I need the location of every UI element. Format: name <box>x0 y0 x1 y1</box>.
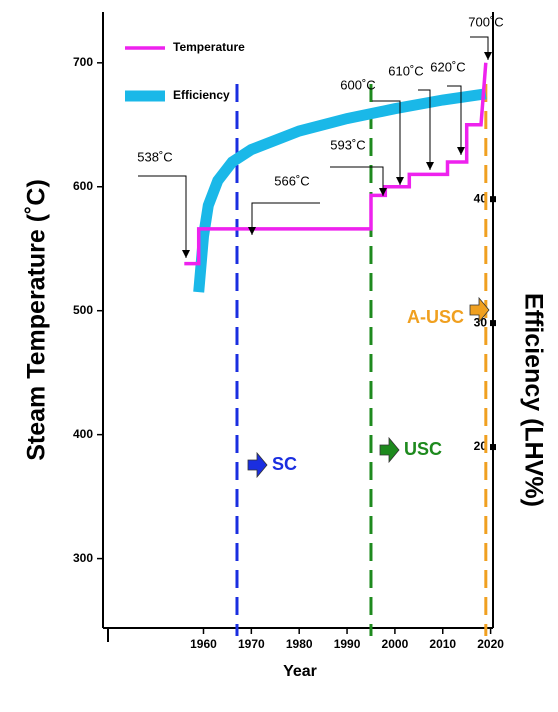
y2-tick <box>490 320 496 327</box>
x-tick-label: 1990 <box>334 637 361 651</box>
annotation: 600˚C <box>340 77 375 92</box>
y2-axis-label: Efficiency (LHV%) <box>519 293 547 507</box>
arrow-head <box>457 147 465 155</box>
annotation: 620˚C <box>430 59 465 74</box>
y-tick-label: 400 <box>73 427 93 441</box>
arrow-head <box>379 188 387 196</box>
callout-arrow <box>138 175 187 258</box>
y-tick-label: 300 <box>73 551 93 565</box>
era-arrow <box>469 296 490 324</box>
x-tick-label: 2000 <box>382 637 409 651</box>
legend-label: Temperature <box>173 40 245 54</box>
series-line <box>184 62 488 266</box>
x-axis-label: Year <box>283 663 317 680</box>
arrow-head <box>426 162 434 170</box>
y-tick-label: 700 <box>73 55 93 69</box>
arrow-head <box>182 250 190 258</box>
era-label: USC <box>404 439 442 459</box>
annotation: 610˚C <box>388 63 423 78</box>
annotation: 593˚C <box>330 137 365 152</box>
arrow-head <box>248 227 256 235</box>
annotation: 538˚C <box>137 149 172 164</box>
x-tick-label: 1960 <box>190 637 217 651</box>
arrow-head <box>396 177 404 185</box>
y2-tick-label: 30 <box>474 315 488 329</box>
series-line <box>193 88 487 293</box>
callout-arrow <box>330 166 384 196</box>
y-tick-label: 500 <box>73 303 93 317</box>
callout-arrow <box>418 89 431 170</box>
y2-tick <box>490 444 496 451</box>
y-tick-label: 600 <box>73 179 93 193</box>
callout-arrow <box>470 36 489 60</box>
y2-tick-label: 20 <box>474 439 488 453</box>
era-arrow <box>247 451 268 479</box>
era-label: SC <box>272 454 297 474</box>
legend-label: Efficiency <box>173 88 230 102</box>
x-tick-label: 1980 <box>286 637 313 651</box>
x-tick-label: 2010 <box>429 637 456 651</box>
callout-arrow <box>447 85 462 155</box>
annotation: 700˚C <box>468 14 503 29</box>
x-tick-label: 1970 <box>238 637 265 651</box>
x-tick-label: 2020 <box>477 637 504 651</box>
callout-arrow <box>251 202 320 235</box>
era-label: A-USC <box>407 307 464 327</box>
annotation: 566˚C <box>274 173 309 188</box>
y2-tick <box>490 196 496 203</box>
y-axis-label: Steam Temperature (˚C) <box>23 179 51 461</box>
callout-arrow <box>372 100 401 185</box>
y2-tick-label: 40 <box>474 191 488 205</box>
arrow-head <box>484 52 492 60</box>
era-arrow <box>379 436 400 464</box>
